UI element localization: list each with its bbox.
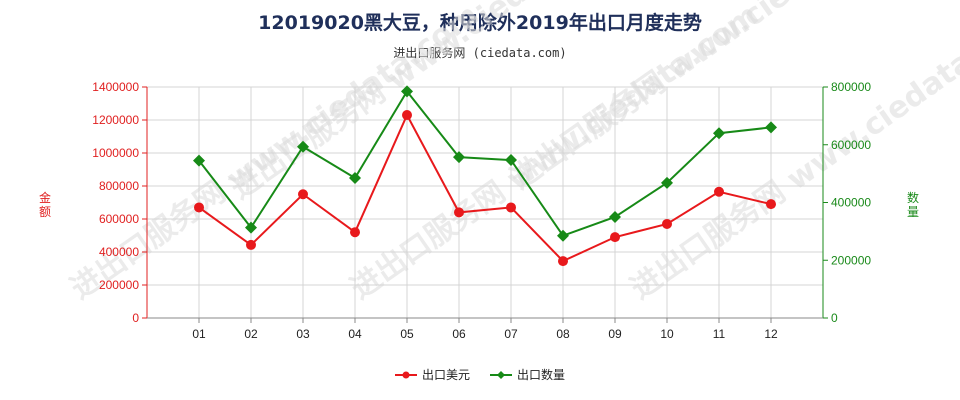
y-tick-label-left: 1400000 [92,80,139,94]
data-point [505,154,517,167]
watermark-text: 进出口服务网 www.ciedata.com [505,0,926,197]
x-tick-label: 04 [348,327,362,341]
series-quantity [193,85,777,242]
x-tick-label: 01 [192,327,206,341]
data-point [349,171,361,184]
x-tick-label: 11 [713,327,726,341]
data-point [453,151,465,164]
series-line [198,89,772,237]
y-tick-label-right: 600000 [831,138,871,152]
x-tick-label: 02 [244,327,258,341]
data-point [609,210,621,223]
watermark-text: 进出口服务网 www.ciedata.com [225,0,646,207]
legend: 出口美元 出口数量 [395,367,565,382]
data-point [558,256,568,267]
y-tick-label-left: 0 [132,311,139,325]
axes: 0 200000 400000 600000 800000 1000000 1200000 1… [39,80,919,341]
y-axis-title-left: 金额 [39,190,51,219]
data-point [610,232,620,243]
legend-item: 出口美元 [395,368,470,382]
data-point [401,85,413,98]
y-tick-label-right: 200000 [831,253,871,267]
y-axis-title-right: 数量 [907,190,919,219]
x-tick-label: 09 [608,327,622,341]
data-point [298,189,308,200]
x-tick-label: 08 [556,327,570,341]
y-tick-label-left: 1200000 [92,113,139,127]
data-point [557,229,569,242]
data-point [765,121,777,134]
legend-marker [497,371,505,379]
data-point [246,239,256,250]
y-tick-label-left: 600000 [99,212,139,226]
chart-title: 12019020黑大豆，种用除外2019年出口月度走势 [258,12,702,34]
data-point [454,207,464,218]
series-usd [194,110,776,267]
x-tick-label: 03 [296,327,310,341]
legend-label: 出口数量 [517,367,565,382]
legend-marker [402,371,410,379]
data-point [194,202,204,213]
x-tick-label: 05 [400,327,414,341]
series-layer [193,85,777,267]
x-tick-label: 06 [452,327,466,341]
y-tick-label-right: 800000 [831,80,871,94]
data-point [402,110,412,121]
data-point [297,140,309,153]
chart-subtitle: 进出口服务网 (ciedata.com) [393,46,567,60]
y-tick-label-left: 400000 [99,245,139,259]
x-tick-label: 10 [660,327,674,341]
data-point [245,221,257,234]
y-tick-label-right: 400000 [831,196,871,210]
legend-item: 出口数量 [490,367,565,382]
data-point [661,176,673,189]
y-tick-label-right: 0 [831,311,838,325]
y-tick-label-left: 1000000 [92,146,139,160]
data-point [766,199,776,210]
y-tick-label-left: 800000 [99,179,139,193]
data-point [662,218,672,229]
x-tick-label: 12 [764,327,778,341]
data-point [713,127,725,140]
data-point [714,186,724,197]
y-tick-label-left: 200000 [99,278,139,292]
data-point [350,227,360,238]
series-line [198,112,772,263]
x-tick-label: 07 [504,327,518,341]
data-point [193,154,205,167]
legend-label: 出口美元 [422,368,470,382]
data-point [506,202,516,213]
